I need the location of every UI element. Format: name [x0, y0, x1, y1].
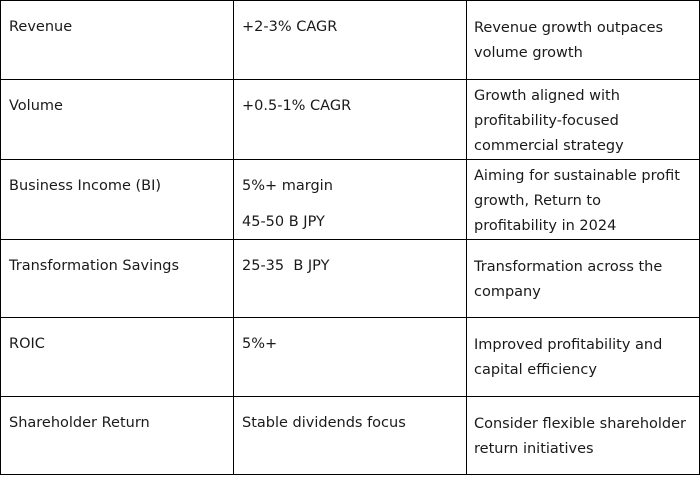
table-row: ROIC 5%+ Improved profitability and capi… — [0, 317, 700, 397]
target-value: +2-3% CAGR — [242, 19, 338, 35]
target-value: +0.5-1% CAGR — [242, 97, 352, 114]
metric-cell: Revenue — [0, 0, 234, 80]
note-line: return initiatives — [474, 440, 594, 457]
note-cell: Consider flexible shareholder return ini… — [466, 395, 700, 475]
metric-label: Transformation Savings — [9, 257, 180, 274]
note-line: company — [474, 283, 541, 300]
metric-cell: ROIC — [0, 317, 234, 397]
note-cell: Improved profitability and capital effic… — [466, 317, 700, 397]
note-cell: Aiming for sustainable profit growth, Re… — [466, 158, 700, 240]
metric-cell: Volume — [0, 78, 234, 160]
metric-cell: Business Income (BI) — [0, 158, 234, 240]
target-value: Stable dividends focus — [242, 414, 406, 431]
note-line: capital efficiency — [474, 362, 597, 378]
target-cell: 25-35 B JPY — [233, 238, 467, 318]
metric-label: Business Income (BI) — [9, 177, 162, 194]
note-cell: Transformation across the company — [466, 238, 700, 318]
metric-label: ROIC — [9, 336, 45, 352]
note-line: profitability in 2024 — [474, 217, 617, 234]
table-row: Business Income (BI) 5%+ margin 45-50 B … — [0, 158, 700, 240]
table-row: Volume +0.5-1% CAGR Growth aligned with … — [0, 78, 700, 160]
note-line: profitability-focused — [474, 112, 619, 129]
note-line: Aiming for sustainable profit — [474, 167, 680, 184]
target-value: 5%+ — [242, 336, 278, 352]
note-line: growth, Return to — [474, 192, 601, 209]
note-line: Revenue growth outpaces — [474, 20, 664, 36]
metric-cell: Shareholder Return — [0, 395, 234, 475]
table-row: Revenue +2-3% CAGR Revenue growth outpac… — [0, 0, 700, 80]
note-line: Transformation across the — [474, 258, 663, 275]
target-value: 25-35 B JPY — [242, 257, 330, 274]
target-cell: +0.5-1% CAGR — [233, 78, 467, 160]
target-cell: 5%+ margin 45-50 B JPY — [233, 158, 467, 240]
target-cell: Stable dividends focus — [233, 395, 467, 475]
note-cell: Growth aligned with profitability-focuse… — [466, 78, 700, 160]
note-line: Consider flexible shareholder — [474, 415, 687, 432]
note-line: commercial strategy — [474, 137, 624, 154]
note-line: volume growth — [474, 45, 583, 61]
target-cell: 5%+ — [233, 317, 467, 397]
metric-label: Shareholder Return — [9, 414, 150, 431]
table-row: Transformation Savings 25-35 B JPY Trans… — [0, 238, 700, 318]
note-line: Improved profitability and — [474, 337, 663, 353]
metric-cell: Transformation Savings — [0, 238, 234, 318]
metric-label: Revenue — [9, 19, 73, 35]
note-line: Growth aligned with — [474, 87, 620, 104]
metric-label: Volume — [9, 97, 63, 114]
target-value-secondary: 45-50 B JPY — [242, 213, 325, 230]
table-row: Shareholder Return Stable dividends focu… — [0, 395, 700, 475]
target-value: 5%+ margin — [242, 177, 333, 194]
target-cell: +2-3% CAGR — [233, 0, 467, 80]
note-cell: Revenue growth outpaces volume growth — [466, 0, 700, 80]
